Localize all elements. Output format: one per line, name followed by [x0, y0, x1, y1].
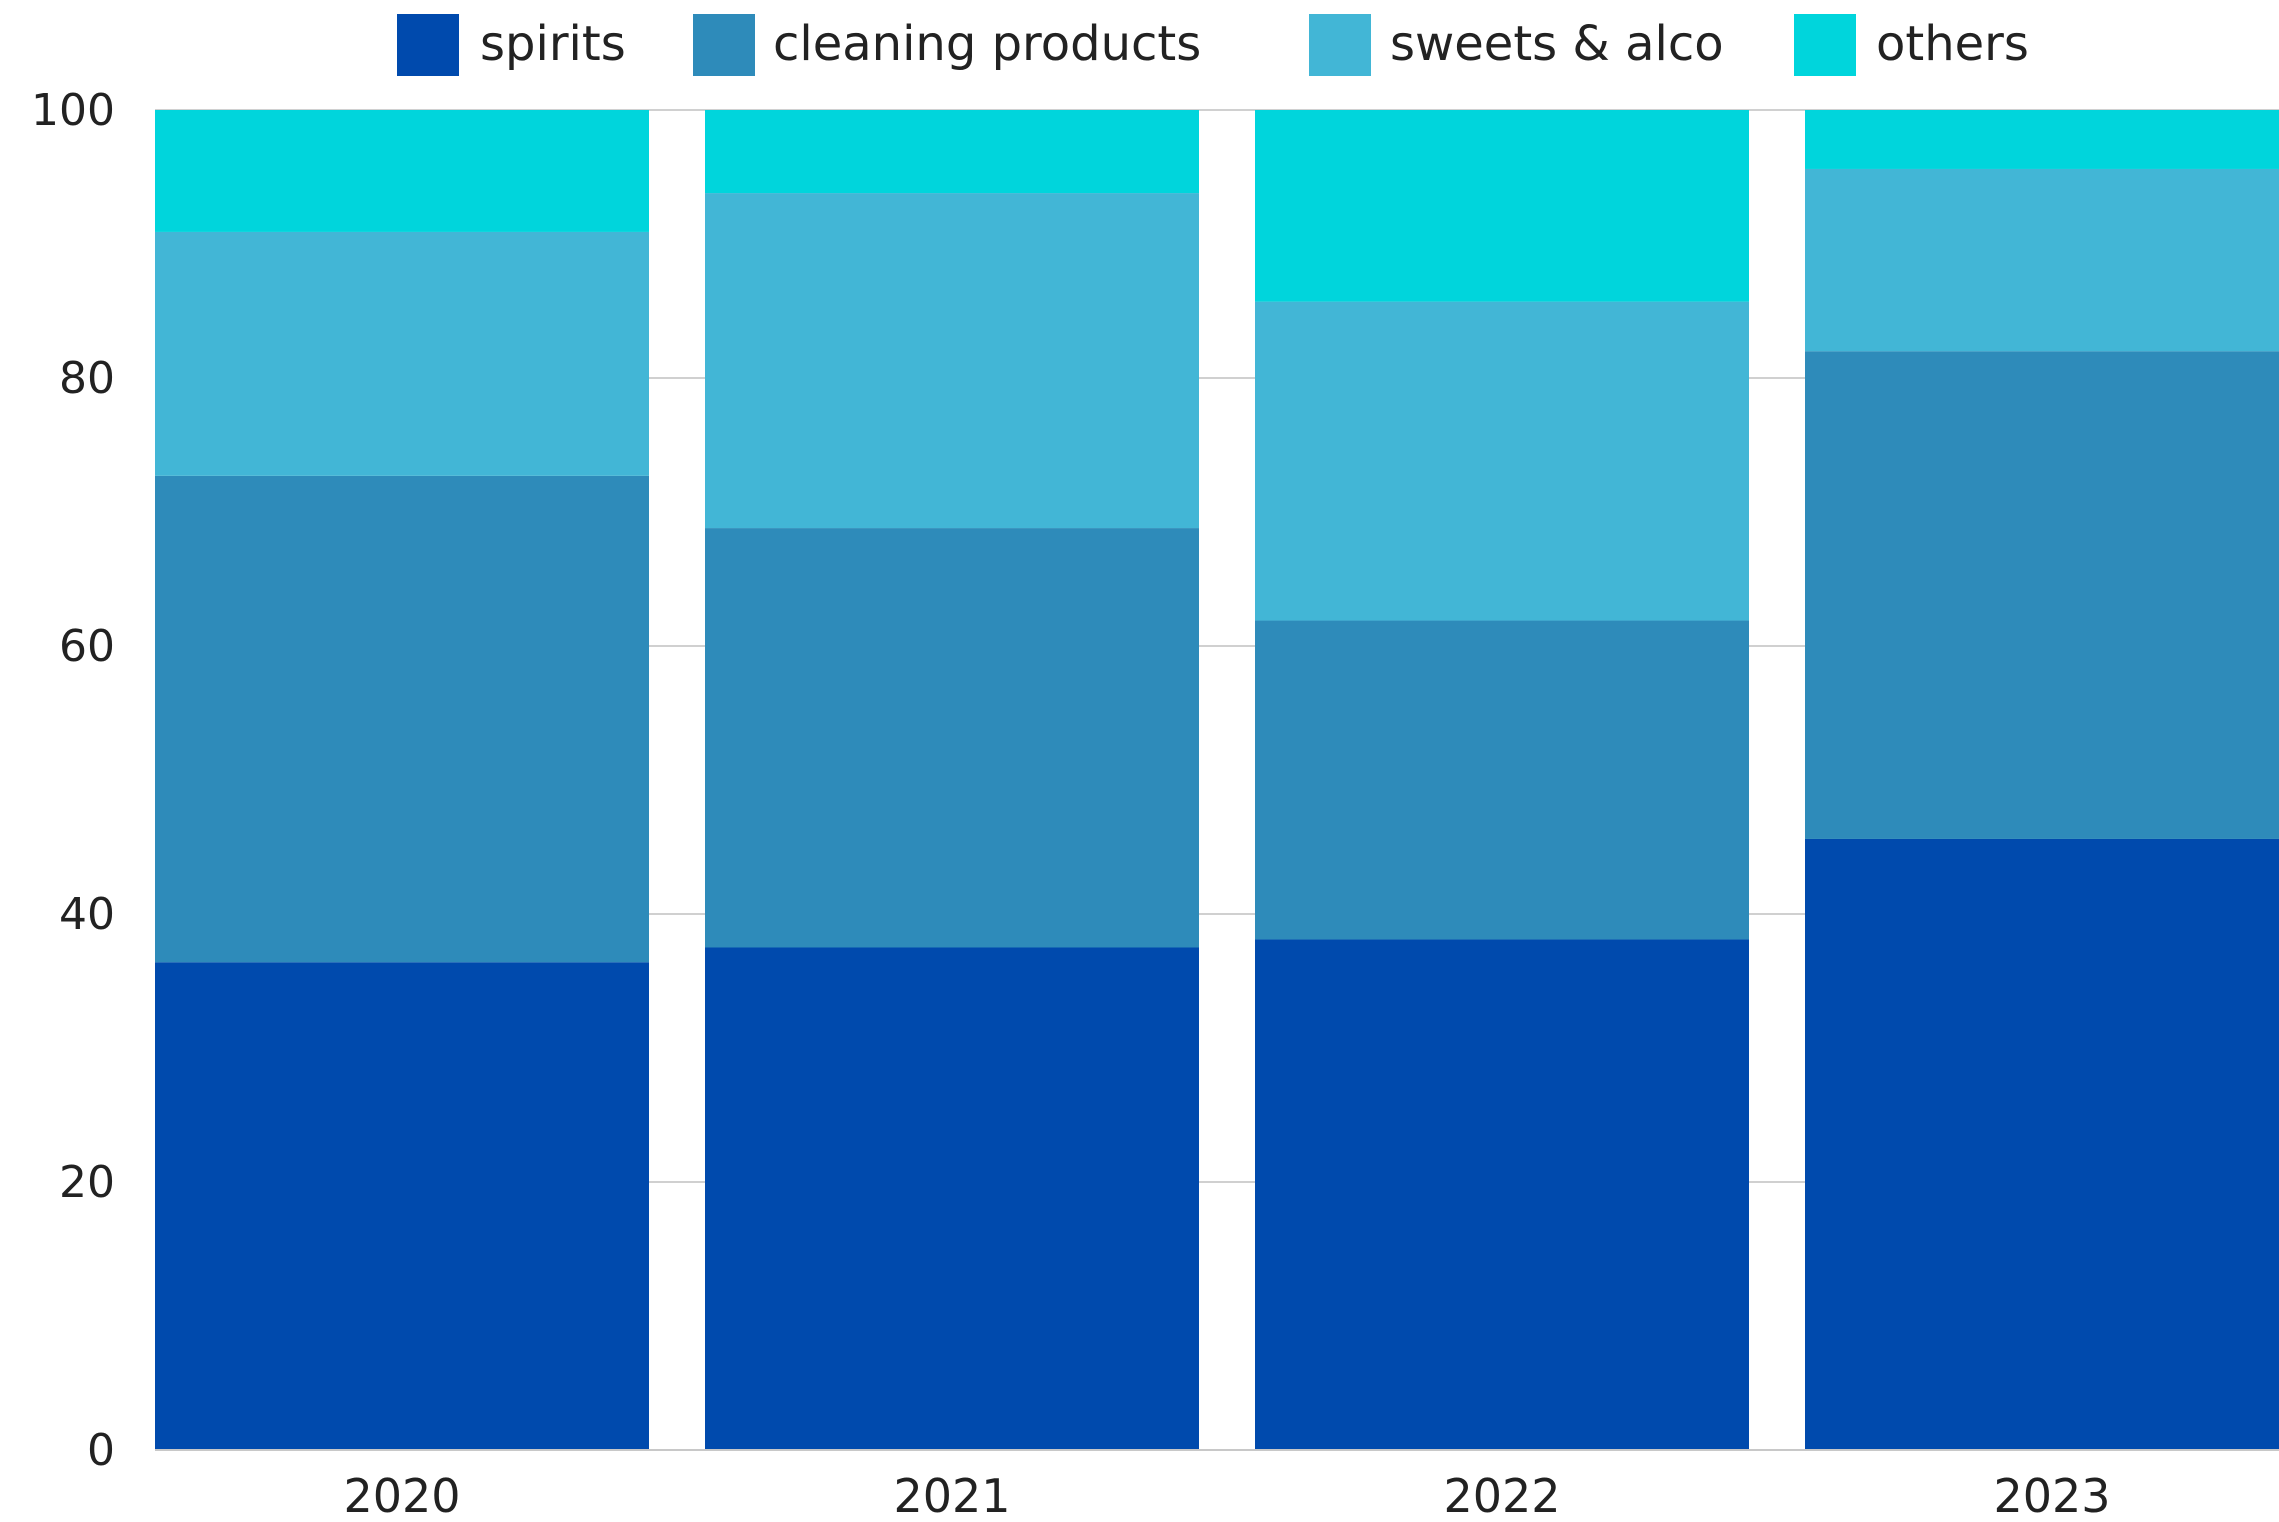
- bar-segment-spirits-2021: [705, 947, 1199, 1450]
- legend-swatch: [397, 14, 459, 76]
- bar-segment-cleaning-products-2021: [705, 528, 1199, 948]
- x-tick-label: 2023: [1993, 1469, 2110, 1522]
- bar-segment-others-2021: [705, 110, 1199, 194]
- bar-segment-spirits-2020: [155, 962, 649, 1450]
- bar-segment-others-2023: [1805, 110, 2279, 169]
- bar-segment-sweets-alco-2022: [1255, 301, 1749, 621]
- legend-swatch: [693, 14, 755, 76]
- bar-segment-cleaning-products-2023: [1805, 351, 2279, 839]
- legend-swatch: [1794, 14, 1856, 76]
- y-axis: 0 20 40 60 80 100: [31, 85, 115, 1476]
- bar-segment-others-2022: [1255, 110, 1749, 302]
- legend-label: spirits: [480, 16, 626, 72]
- y-tick-label: 80: [59, 353, 115, 404]
- x-axis: 2020 2021 2022 2023: [155, 1449, 2279, 1522]
- legend-label: cleaning products: [773, 16, 1201, 72]
- bar-segment-cleaning-products-2020: [155, 475, 649, 963]
- y-tick-label: 0: [87, 1425, 115, 1476]
- bar-segment-cleaning-products-2022: [1255, 620, 1749, 940]
- bar-segment-sweets-alco-2023: [1805, 168, 2279, 352]
- x-tick-label: 2022: [1443, 1469, 1560, 1522]
- bar-segment-spirits-2023: [1805, 838, 2279, 1450]
- legend-swatch: [1309, 14, 1371, 76]
- x-tick-label: 2021: [893, 1469, 1010, 1522]
- bars: [155, 110, 2279, 1450]
- y-tick-label: 20: [59, 1157, 115, 1208]
- y-tick-label: 100: [31, 85, 115, 136]
- bar-segment-sweets-alco-2021: [705, 193, 1199, 529]
- x-tick-label: 2020: [343, 1469, 460, 1522]
- bar-segment-spirits-2022: [1255, 939, 1749, 1450]
- bar-segment-others-2020: [155, 110, 649, 232]
- y-tick-label: 40: [59, 889, 115, 940]
- legend: spirits cleaning products sweets & alco oth…: [397, 14, 2029, 76]
- y-tick-label: 60: [59, 621, 115, 672]
- legend-label: sweets & alco: [1390, 16, 1724, 72]
- bar-segment-sweets-alco-2020: [155, 231, 649, 476]
- legend-label: others: [1876, 16, 2029, 72]
